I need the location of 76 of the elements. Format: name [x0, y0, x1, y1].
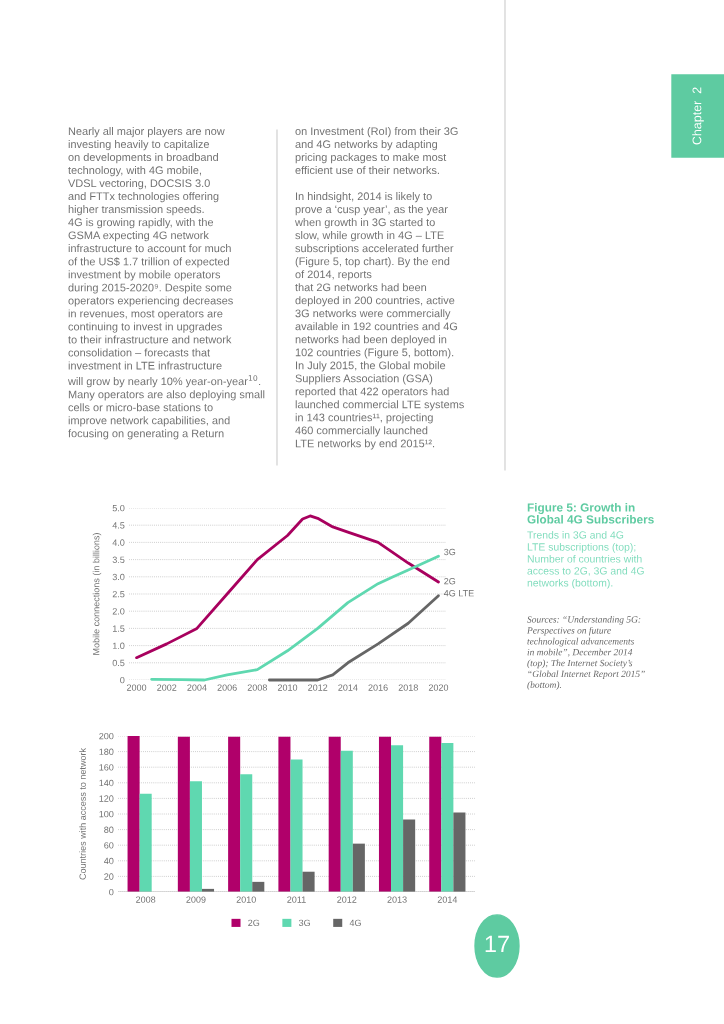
- bar: [177, 736, 190, 892]
- x-tick-label: 2009: [186, 896, 206, 903]
- x-tick-label: 2014: [338, 684, 358, 691]
- x-tick-label: 2020: [428, 684, 449, 691]
- y-tick-label: 1.5: [112, 625, 125, 632]
- text: Nearly all major players are now investing heavily to capitalize on developments in broadband technology, with 4G mobile, VDSL vectoring, DOCSIS 3.0 and FTTx technologies offering higher transmission speeds. 4G is growing rapidly, with the GSMA expecting 4G network infrastructure to account for much of the US$ 1.7 trillion of expected investment by mobile operators during 2015-2020⁹. Despite some operators experiencing decreases in revenues, most operators are continuing to invest in upgrades to their infrastructure and network consolidation – forecasts that investment in LTE infrastructure will grow by nearly 10% year-on-year$^{10}$. Many operators are also deploying small cells or micro-base stations to improve network capabilities, and focusing on generating a Return: [67, 127, 265, 440]
- x-tick-label: 2002: [157, 684, 177, 691]
- bar: [228, 736, 241, 892]
- x-tick-label: 2010: [277, 684, 298, 691]
- y-tick-label: 180: [99, 748, 114, 755]
- line-series: [150, 554, 440, 682]
- x-tick-label: 2011: [287, 896, 306, 903]
- bar: [240, 774, 253, 892]
- y-tick-label: 40: [104, 857, 114, 865]
- text: Chapter 2: [692, 87, 704, 145]
- y-axis-title: Countries with access to network: [79, 748, 86, 880]
- x-tick-label: 2000: [126, 684, 147, 691]
- bar: [139, 793, 152, 892]
- bar: [328, 736, 341, 892]
- bar: [352, 843, 365, 892]
- y-tick-label: 0: [120, 676, 125, 684]
- legend-label: 3G: [298, 919, 310, 927]
- line-series: [135, 514, 440, 660]
- bar: [378, 736, 392, 892]
- x-tick-label: 2013: [387, 896, 407, 903]
- y-axis-title: Mobile connections (in billions): [92, 533, 102, 655]
- x-tick-label: 2004: [187, 684, 207, 691]
- y-tick-label: 120: [99, 795, 114, 802]
- y-tick-label: 2.5: [112, 590, 125, 598]
- bar: [403, 819, 416, 892]
- y-tick-label: 4.0: [112, 539, 125, 546]
- y-tick-label: 100: [99, 810, 114, 818]
- bar: [302, 871, 315, 892]
- y-tick-label: 80: [104, 826, 114, 833]
- y-tick-label: 2.0: [112, 608, 125, 615]
- y-tick-label: 0.5: [112, 659, 125, 667]
- x-tick-label: 2012: [337, 896, 357, 903]
- source-note: Sources: “Understanding 5G: Perspectives on future technological advancements in mobile”, December 2014 (top); The Internet Society’s “Global Internet Report 2015” (bottom).: [526, 616, 645, 690]
- y-tick-label: 0: [109, 888, 114, 896]
- caption: Figure 5: Growth in Global 4G Subscribers: [527, 503, 654, 524]
- y-tick-label: 5.0: [112, 504, 125, 512]
- y-tick-label: 4.5: [112, 522, 125, 529]
- line-series: [268, 594, 440, 682]
- bar: [278, 736, 291, 892]
- bar: [340, 750, 353, 892]
- y-tick-label: 20: [104, 873, 114, 880]
- text: on Investment (RoI) from their 3G and 4G networks by adapting pricing packages to make most efficient use of their networks. In hindsight, 2014 is likely to prove a ‘cusp year’, as the year when growth in 3G started to slow, while growth in 4G – LTE subscriptions accelerated further (Figure 5, top chart). By the end of 2014, reports that 2G networks had been deployed in 200 countries, active 3G networks were commercially available in 192 countries and 4G networks had been deployed in 102 countries (Figure 5, bottom). In July 2015, the Global mobile Suppliers Association (GSA) reported that 422 operators had launched commercial LTE systems in 143 countries¹¹, projecting 460 commercially launched LTE networks by end 2015¹².: [294, 127, 464, 450]
- x-tick-label: 2014: [437, 896, 458, 903]
- bar: [391, 745, 404, 892]
- x-tick-label: 2012: [308, 684, 328, 691]
- x-tick-label: 2010: [236, 896, 256, 903]
- series-label: 2G: [444, 577, 456, 585]
- y-tick-label: 200: [99, 732, 114, 740]
- y-tick-label: 160: [99, 764, 114, 771]
- legend-label: 2G: [248, 919, 260, 927]
- bar: [429, 736, 442, 892]
- x-tick-label: 2016: [368, 684, 388, 691]
- y-tick-label: 3.0: [112, 573, 125, 581]
- y-tick-label: 3.5: [112, 556, 125, 563]
- series-label: 4G LTE: [443, 590, 474, 597]
- bar: [189, 781, 202, 892]
- x-tick-label: 2006: [217, 684, 237, 691]
- bar: [127, 736, 140, 892]
- bar: [453, 812, 466, 892]
- x-tick-label: 2018: [398, 684, 418, 691]
- legend-label: 4G: [349, 919, 361, 927]
- y-tick-label: 1.0: [112, 642, 125, 649]
- x-tick-label: 2008: [247, 684, 267, 691]
- series-label: 3G: [444, 548, 456, 556]
- x-tick-label: 2008: [136, 896, 156, 903]
- bar: [441, 743, 454, 892]
- y-tick-label: 60: [104, 842, 114, 849]
- bar: [290, 759, 303, 892]
- y-tick-label: 140: [99, 779, 114, 787]
- text: 17: [485, 935, 509, 953]
- text: Trends in 3G and 4G LTE subscriptions (top); Number of countries with access to 2G, 3G and 4G networks (bottom).: [527, 531, 644, 589]
